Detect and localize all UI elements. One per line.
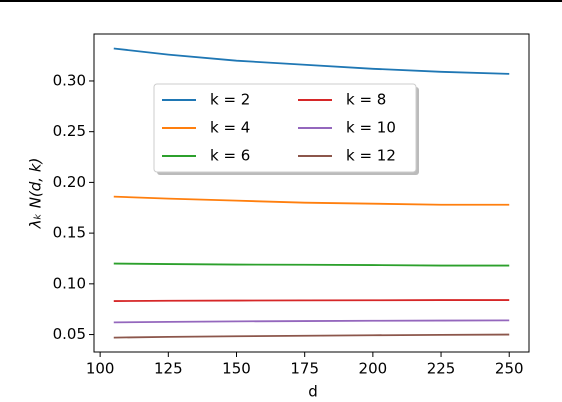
line-series: [113, 319, 510, 324]
plot-frame: [93, 33, 530, 353]
y-tick-label: 0.30: [53, 71, 86, 89]
y-axis-label: λₖ N(d, k): [27, 158, 45, 230]
line-series: [113, 262, 510, 267]
y-tick-label: 0.15: [53, 224, 86, 242]
legend-label: k = 10: [346, 119, 396, 137]
line-series: [113, 195, 510, 206]
legend-label: k = 2: [210, 91, 250, 109]
x-axis-label: d: [308, 383, 318, 401]
y-tick-label: 0.10: [53, 274, 86, 292]
x-tick-label: 250: [495, 360, 524, 378]
line-series: [113, 47, 510, 75]
legend-label: k = 6: [210, 147, 250, 165]
y-tick-label: 0.05: [53, 325, 86, 343]
y-tick-label: 0.25: [53, 122, 86, 140]
x-tick-label: 175: [290, 360, 319, 378]
legend-label: k = 12: [346, 147, 396, 165]
y-tick-label: 0.20: [53, 173, 86, 191]
legend-box: [153, 83, 417, 173]
legend-label: k = 8: [346, 91, 386, 109]
line-series: [113, 333, 510, 339]
line-series: [113, 299, 510, 302]
x-tick-label: 225: [427, 360, 456, 378]
legend-label: k = 4: [210, 119, 250, 137]
x-tick-label: 150: [222, 360, 251, 378]
x-tick-label: 125: [154, 360, 183, 378]
x-tick-label: 100: [86, 360, 115, 378]
x-tick-label: 200: [359, 360, 388, 378]
